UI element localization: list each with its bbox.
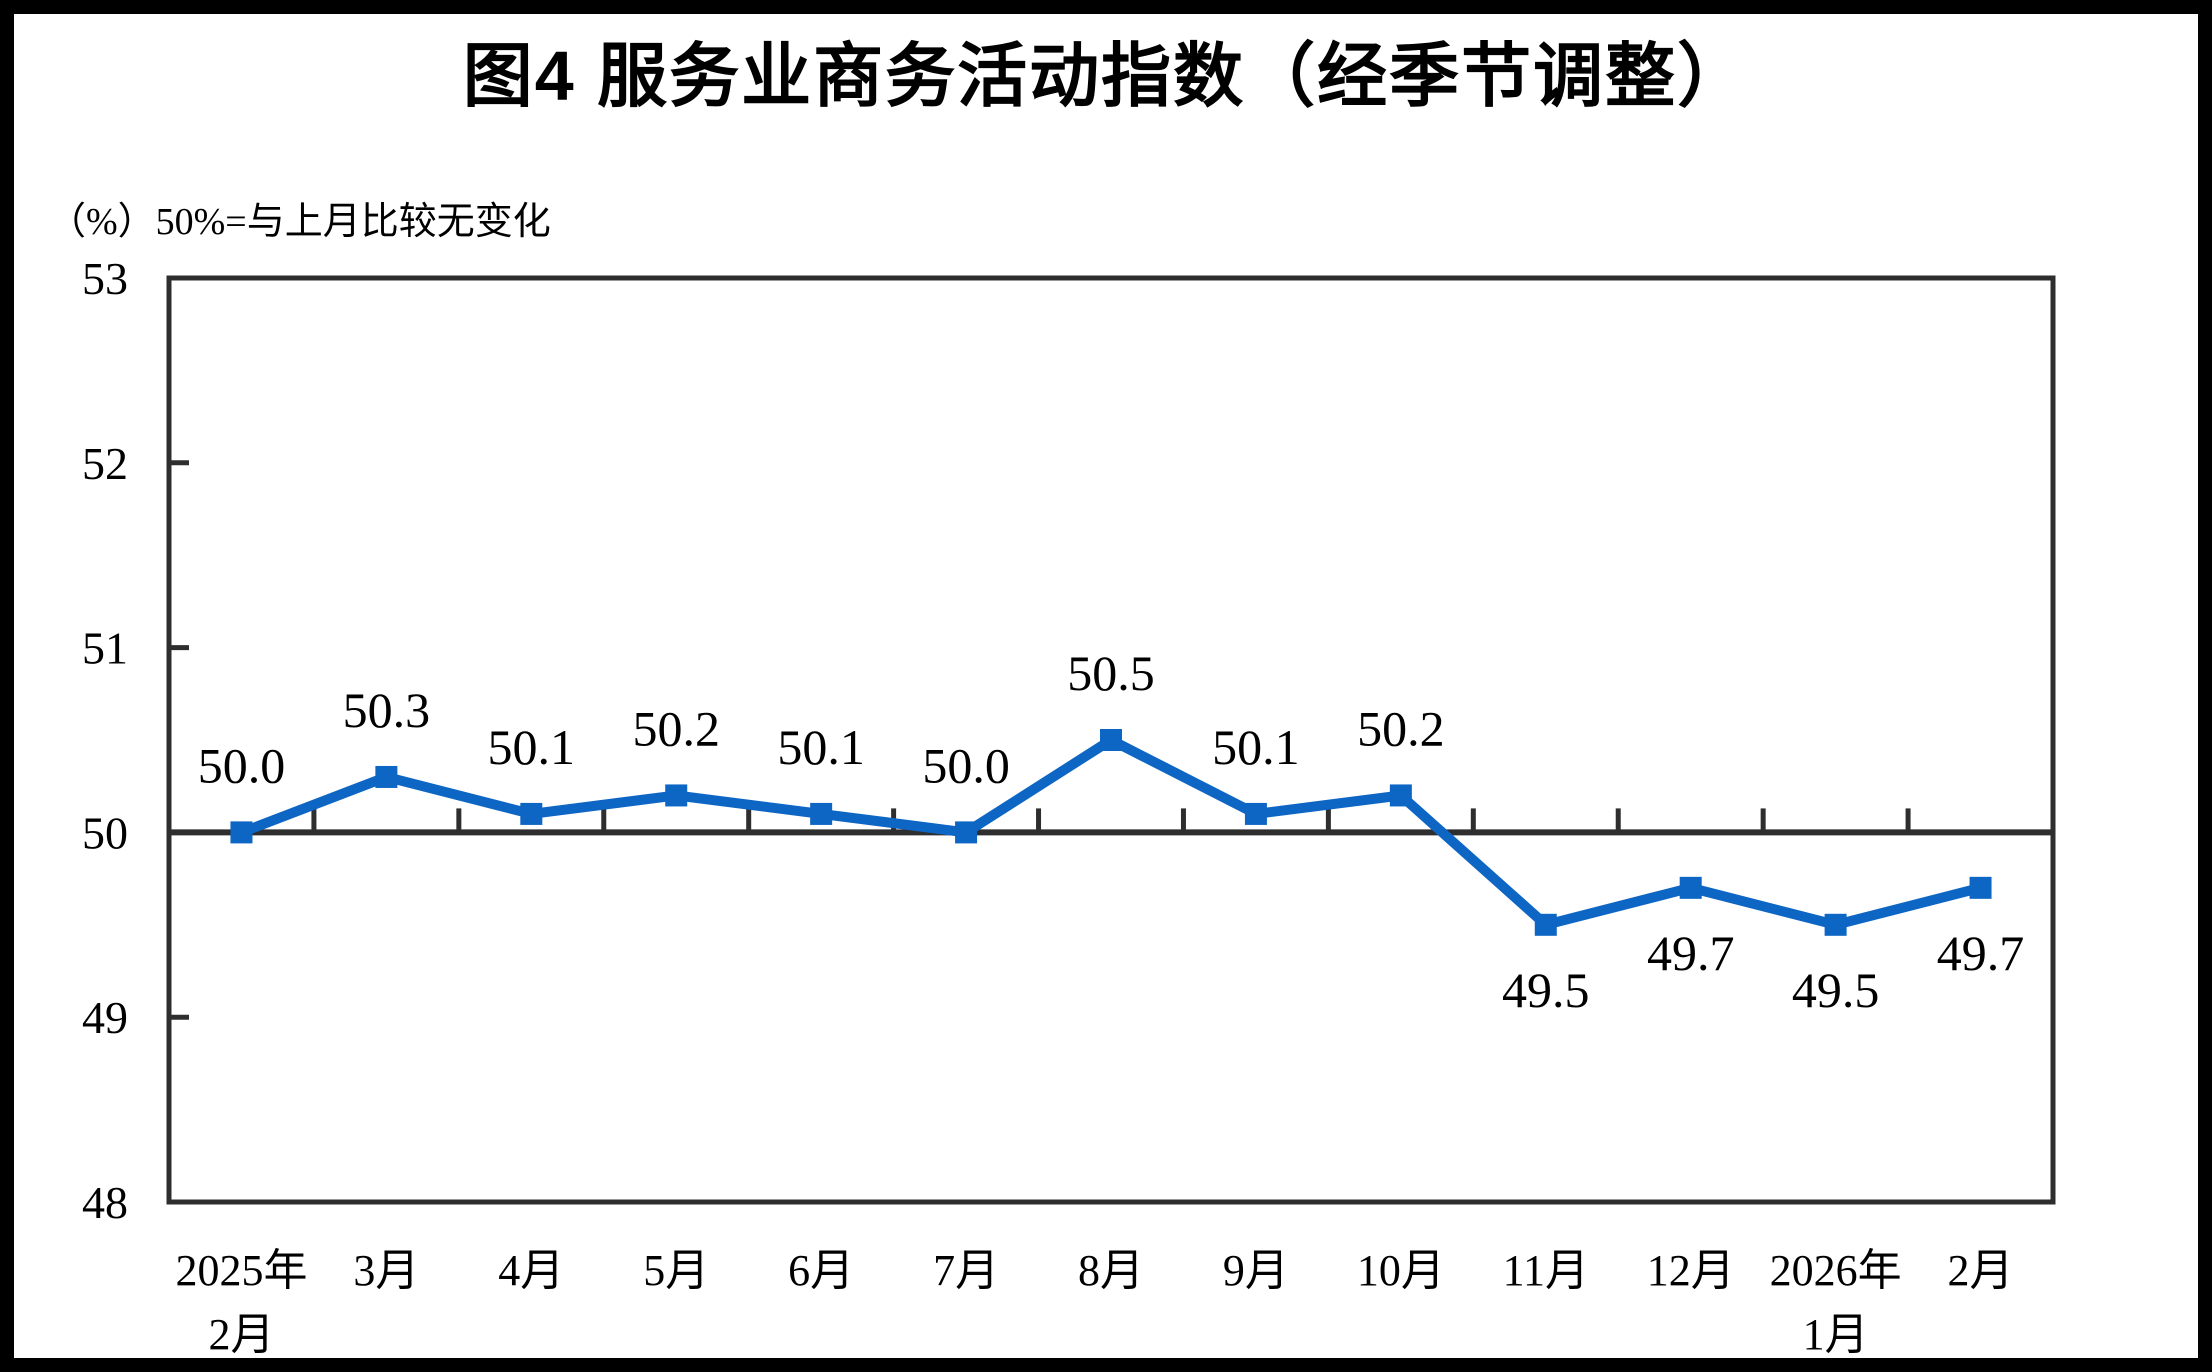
data-point-marker	[955, 821, 978, 844]
x-axis-label: 10月	[1357, 1246, 1445, 1295]
data-label: 49.7	[1647, 925, 1735, 981]
x-axis-label: 8月	[1078, 1246, 1144, 1295]
x-axis-label: 12月	[1647, 1246, 1735, 1295]
data-label: 50.1	[488, 719, 576, 775]
x-axis-label: 9月	[1223, 1246, 1289, 1295]
data-label: 50.1	[1212, 719, 1300, 775]
x-axis-label: 2025年	[175, 1246, 307, 1295]
data-point-marker	[1824, 913, 1847, 936]
y-axis-tick-label: 52	[82, 438, 128, 489]
x-axis-label: 5月	[643, 1246, 709, 1295]
axis-unit-note: （%）50%=与上月比较无变化	[48, 201, 551, 243]
data-label: 50.5	[1067, 645, 1155, 701]
data-point-marker	[230, 821, 253, 844]
data-label: 50.2	[1357, 700, 1445, 756]
y-axis-tick-label: 53	[82, 253, 128, 304]
y-axis-tick-label: 49	[82, 992, 128, 1043]
data-point-marker	[1389, 784, 1412, 807]
data-label: 50.1	[777, 719, 865, 775]
y-axis-tick-label: 51	[82, 623, 128, 674]
data-point-marker	[1679, 876, 1702, 899]
y-axis-tick-label: 48	[82, 1177, 128, 1228]
data-point-marker	[1244, 802, 1267, 825]
data-point-marker	[520, 802, 543, 825]
x-axis-label: 7月	[933, 1246, 999, 1295]
x-axis-label: 2月	[1948, 1246, 2014, 1295]
x-axis-label: 4月	[498, 1246, 564, 1295]
data-label: 49.5	[1792, 962, 1880, 1018]
x-axis-label: 6月	[788, 1246, 854, 1295]
data-label: 50.3	[343, 682, 431, 738]
data-point-marker	[665, 784, 688, 807]
data-label: 50.0	[922, 737, 1010, 793]
y-axis-tick-label: 50	[82, 807, 128, 858]
data-label: 50.0	[198, 737, 286, 793]
data-point-marker	[1534, 913, 1557, 936]
data-label: 49.5	[1502, 962, 1590, 1018]
data-point-marker	[1969, 876, 1992, 899]
data-label: 49.7	[1937, 925, 2025, 981]
x-axis-label: 2月	[208, 1310, 274, 1359]
data-point-marker	[375, 765, 398, 788]
plot-border	[166, 275, 2056, 1205]
data-label: 50.2	[632, 700, 720, 756]
x-axis-label: 2026年	[1770, 1246, 1902, 1295]
x-axis-label: 1月	[1803, 1310, 1869, 1359]
x-axis-label: 11月	[1503, 1246, 1589, 1295]
x-axis-label: 3月	[353, 1246, 419, 1295]
data-point-marker	[1100, 729, 1122, 751]
chart-title: 图4 服务业商务活动指数（经季节调整）	[462, 37, 1750, 115]
data-point-marker	[810, 802, 833, 825]
